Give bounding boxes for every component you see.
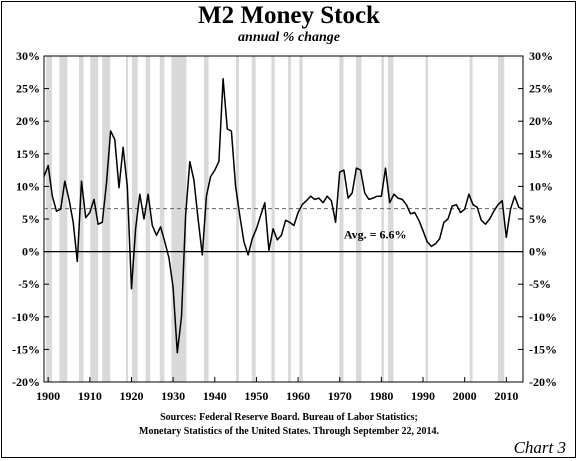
recession-band bbox=[78, 56, 84, 382]
recession-band bbox=[145, 56, 151, 382]
recession-band bbox=[381, 56, 384, 382]
y-tick-label-right: 30% bbox=[529, 49, 553, 63]
recession-band bbox=[388, 56, 394, 382]
recession-band bbox=[498, 56, 505, 382]
y-tick-label-left: -10% bbox=[12, 310, 40, 324]
x-tick-label: 2000 bbox=[453, 389, 477, 403]
recession-band bbox=[425, 56, 429, 382]
y-tick-label-left: 10% bbox=[16, 179, 40, 193]
y-tick-label-left: 15% bbox=[16, 147, 40, 161]
y-tick-label-left: 5% bbox=[22, 212, 40, 226]
source-note-line-1: Sources: Federal Reserve Board. Bureau o… bbox=[160, 412, 418, 423]
recession-band bbox=[90, 56, 99, 382]
series-line bbox=[43, 78, 524, 354]
y-tick-label-right: -10% bbox=[529, 310, 557, 324]
x-tick-label: 1940 bbox=[203, 389, 227, 403]
y-tick-label-left: -15% bbox=[12, 342, 40, 356]
y-tick-label-right: 15% bbox=[529, 147, 553, 161]
average-annotation: Avg. = 6.6% bbox=[344, 228, 407, 242]
y-tick-label-right: -20% bbox=[529, 375, 557, 389]
recession-band bbox=[131, 56, 138, 382]
y-tick-label-right: 10% bbox=[529, 179, 553, 193]
y-tick-label-right: -5% bbox=[529, 277, 551, 291]
chart-title: M2 Money Stock bbox=[198, 2, 380, 29]
y-tick-label-left: 25% bbox=[16, 82, 40, 96]
y-tick-label-left: -5% bbox=[18, 277, 40, 291]
y-tick-label-right: 0% bbox=[529, 245, 547, 259]
x-tick-label: 1920 bbox=[119, 389, 143, 403]
x-tick-label: 1970 bbox=[328, 389, 352, 403]
x-tick-label: 1950 bbox=[244, 389, 268, 403]
recession-band bbox=[126, 56, 129, 382]
chart-number-label: Chart 3 bbox=[513, 438, 566, 457]
recession-band bbox=[299, 56, 303, 382]
y-tick-label-left: -20% bbox=[12, 375, 40, 389]
recession-band bbox=[102, 56, 111, 382]
recession-band bbox=[288, 56, 291, 382]
y-tick-label-left: 30% bbox=[16, 49, 40, 63]
recession-band bbox=[355, 56, 362, 382]
x-tick-label: 2010 bbox=[494, 389, 518, 403]
source-note-line-2: Monetary Statistics of the United States… bbox=[139, 426, 439, 437]
y-tick-label-right: 25% bbox=[529, 82, 553, 96]
recession-band bbox=[339, 56, 344, 382]
recession-band bbox=[59, 56, 68, 382]
recession-band bbox=[236, 56, 239, 382]
recession-band bbox=[251, 56, 256, 382]
y-tick-label-right: 20% bbox=[529, 114, 553, 128]
plot-border bbox=[43, 55, 524, 383]
x-tick-label: 1910 bbox=[78, 389, 102, 403]
y-tick-label-right: 5% bbox=[529, 212, 547, 226]
x-tick-label: 1930 bbox=[161, 389, 185, 403]
x-tick-label: 1990 bbox=[411, 389, 435, 403]
recession-band bbox=[159, 56, 165, 382]
y-tick-label-left: 20% bbox=[16, 114, 40, 128]
x-tick-label: 1980 bbox=[369, 389, 393, 403]
x-tick-label: 1960 bbox=[286, 389, 310, 403]
recession-band bbox=[203, 56, 209, 382]
recession-band bbox=[469, 56, 473, 382]
y-tick-label-right: -15% bbox=[529, 342, 557, 356]
recession-band bbox=[271, 56, 275, 382]
y-tick-label-left: 0% bbox=[22, 245, 40, 259]
x-tick-label: 1900 bbox=[36, 389, 60, 403]
chart-subtitle: annual % change bbox=[238, 30, 340, 45]
